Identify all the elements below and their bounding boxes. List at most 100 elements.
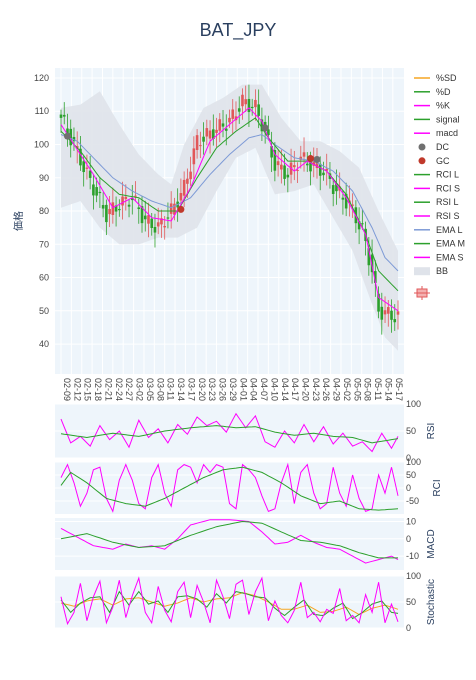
legend-label: RCI L xyxy=(436,170,459,180)
plot-area-macd xyxy=(55,518,404,570)
legend-label: %K xyxy=(436,101,450,111)
y-tick-label-rci: 0 xyxy=(406,483,411,493)
y-tick-label-macd: -10 xyxy=(406,551,419,561)
candle-body xyxy=(309,158,312,172)
gc-marker xyxy=(177,205,185,213)
y-tick-label-macd: 10 xyxy=(406,516,416,526)
candle-body xyxy=(137,207,141,210)
legend-label: EMA L xyxy=(436,225,463,235)
rsi-l-line xyxy=(60,425,399,444)
x-tick-label: 02-15 xyxy=(83,378,93,401)
candle-body xyxy=(143,215,147,220)
candle-body xyxy=(241,94,244,107)
rsi-axis-title: RSI xyxy=(426,423,437,440)
x-tick-label: 04-26 xyxy=(321,378,331,401)
candle-body xyxy=(156,222,160,227)
x-tick-label: 05-17 xyxy=(394,378,404,401)
candle-body xyxy=(179,193,183,201)
candle-body xyxy=(237,108,241,112)
candle-body xyxy=(305,163,309,166)
candle-body xyxy=(195,135,199,150)
chart-title: BAT_JPY xyxy=(200,20,277,41)
candle-body xyxy=(218,119,222,131)
candle-body xyxy=(202,136,205,142)
y-tick-label-macd: 0 xyxy=(406,534,411,544)
legend-label: macd xyxy=(436,128,458,138)
y-tick-label-rsi: 100 xyxy=(406,399,421,409)
candle-body xyxy=(322,172,325,176)
candle-body xyxy=(205,128,209,137)
candle-body xyxy=(390,310,393,320)
candle-body xyxy=(215,129,218,133)
y-tick-label-rci: 100 xyxy=(406,457,421,467)
y-tick-label-price: 80 xyxy=(39,206,49,216)
candle-body xyxy=(357,221,361,230)
candle-body xyxy=(370,254,374,273)
candle-body xyxy=(121,196,124,206)
candle-body xyxy=(335,183,338,192)
x-tick-label: 03-26 xyxy=(218,378,228,401)
candle-body xyxy=(280,164,283,170)
candle-body xyxy=(283,165,286,179)
x-tick-label: 02-12 xyxy=(72,378,82,401)
x-tick-label: 04-01 xyxy=(238,378,248,401)
candle-body xyxy=(150,218,154,228)
x-tick-label: 04-07 xyxy=(259,378,269,401)
legend-label: RCI S xyxy=(436,183,460,193)
candle-body xyxy=(88,170,92,178)
candle-body xyxy=(221,123,225,127)
candle-body xyxy=(270,146,273,158)
candle-body xyxy=(111,202,115,215)
candle-body xyxy=(296,169,299,171)
d-line xyxy=(60,590,399,620)
candle-body xyxy=(380,306,384,320)
x-tick-label: 04-17 xyxy=(290,378,300,401)
y-tick-label-price: 60 xyxy=(39,273,49,283)
legend-label: EMA S xyxy=(436,252,464,262)
candle-body xyxy=(101,205,105,209)
x-tick-label: 05-08 xyxy=(363,378,373,401)
candle-body xyxy=(189,171,192,180)
dc-marker xyxy=(261,124,269,132)
candle-body xyxy=(254,99,257,108)
candle-body xyxy=(231,109,235,119)
candle-body xyxy=(98,191,102,194)
x-tick-label: 02-09 xyxy=(62,378,72,401)
candle-body xyxy=(351,204,354,206)
candle-body xyxy=(62,114,66,117)
rci-axis-title: RCI xyxy=(432,479,443,496)
candle-body xyxy=(234,116,238,121)
legend-label: RSI S xyxy=(436,211,460,221)
candle-body xyxy=(199,145,202,147)
candle-body xyxy=(361,223,364,225)
x-tick-label: 05-14 xyxy=(383,378,393,401)
candle-body xyxy=(393,319,397,323)
y-tick-label-stochastic: 100 xyxy=(406,571,421,581)
candle-body xyxy=(147,215,150,224)
x-tick-label: 03-05 xyxy=(145,378,155,401)
candle-body xyxy=(273,150,277,171)
legend-marker xyxy=(418,157,426,165)
candle-body xyxy=(118,208,121,211)
rci-l-line xyxy=(60,466,399,511)
x-tick-label: 03-17 xyxy=(186,378,196,401)
macd-axis-title: MACD xyxy=(426,529,437,558)
y-tick-label-rci: 50 xyxy=(406,470,416,480)
candle-body xyxy=(228,117,231,123)
y-tick-label-stochastic: 0 xyxy=(406,623,411,633)
candle-body xyxy=(247,98,251,113)
candle-body xyxy=(114,205,118,212)
x-tick-label: 04-04 xyxy=(249,378,259,401)
x-tick-label: 02-21 xyxy=(103,378,113,401)
y-tick-label-rsi: 50 xyxy=(406,426,416,436)
candle-body xyxy=(66,128,69,134)
candle-body xyxy=(173,203,176,215)
legend-label: signal xyxy=(436,114,460,124)
legend-label: GC xyxy=(436,156,450,166)
candle-body xyxy=(72,136,76,142)
candle-body xyxy=(377,293,380,312)
rci-s-line xyxy=(60,462,399,513)
legend-label: RSI L xyxy=(436,197,459,207)
x-tick-label: 05-11 xyxy=(373,378,383,400)
